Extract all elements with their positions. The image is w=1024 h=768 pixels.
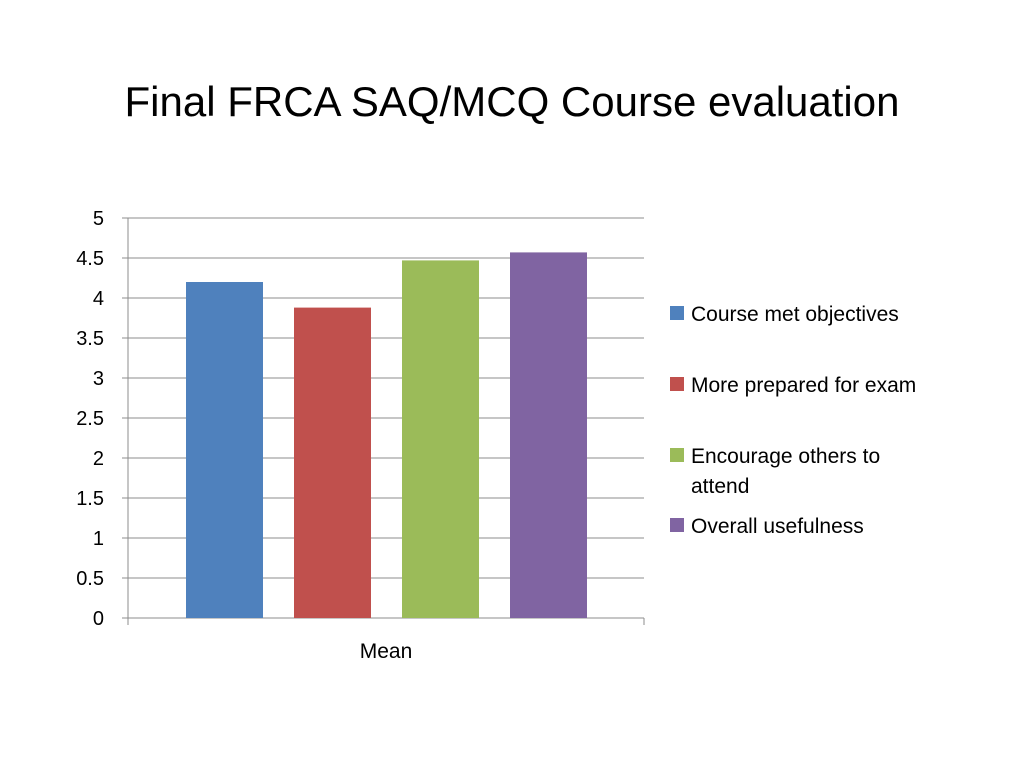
y-tick-label: 4 <box>93 288 104 310</box>
bar-overall-usefulness <box>510 252 587 618</box>
legend-swatch <box>670 306 684 320</box>
legend-label: More prepared for exam <box>691 374 916 397</box>
y-tick-label: 1.5 <box>76 488 104 510</box>
legend-label: Encourage others to attend <box>691 445 880 498</box>
y-tick-label: 5 <box>93 208 104 230</box>
legend-label-line: Course met objectives <box>691 303 899 326</box>
bar-more-prepared-for-exam <box>294 307 371 618</box>
legend-swatch <box>670 518 684 532</box>
legend-label: Overall usefulness <box>691 515 864 538</box>
y-tick-label: 3.5 <box>76 328 104 350</box>
y-tick-label: 1 <box>93 528 104 550</box>
legend-label-line: Overall usefulness <box>691 515 864 538</box>
y-tick-label: 4.5 <box>76 248 104 270</box>
slide-title: Final FRCA SAQ/MCQ Course evaluation <box>124 78 900 125</box>
bar-course-met-objectives <box>186 282 263 618</box>
y-tick-label: 0 <box>93 608 104 630</box>
legend-label-line: attend <box>691 475 749 498</box>
legend-label: Course met objectives <box>691 303 899 326</box>
y-tick-label: 2.5 <box>76 408 104 430</box>
bar-encourage-others-to-attend <box>402 260 479 618</box>
legend-swatch <box>670 377 684 391</box>
legend-label-line: More prepared for exam <box>691 374 916 397</box>
y-tick-label: 2 <box>93 448 104 470</box>
legend-label-line: Encourage others to <box>691 445 880 468</box>
x-category-label: Mean <box>360 640 413 663</box>
y-tick-label: 3 <box>93 368 104 390</box>
legend-swatch <box>670 448 684 462</box>
y-tick-label: 0.5 <box>76 568 104 590</box>
